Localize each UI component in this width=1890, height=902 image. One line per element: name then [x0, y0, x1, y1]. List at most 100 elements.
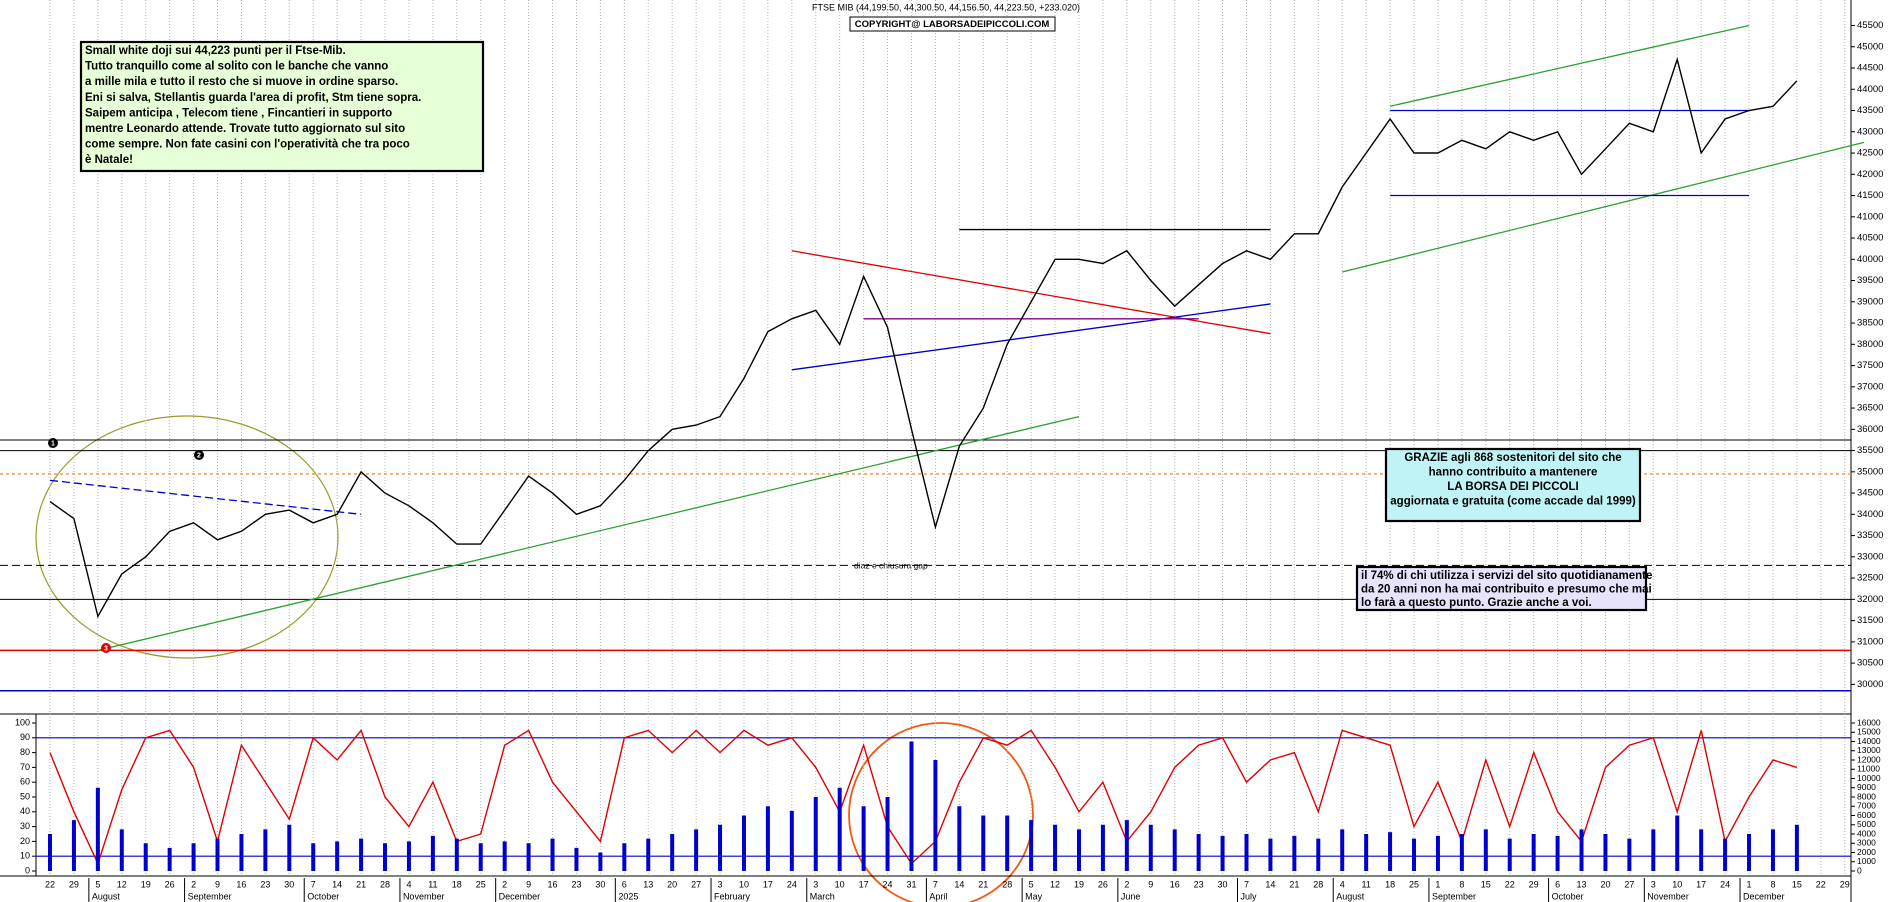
box-bg [1355, 565, 1648, 612]
volume-bar [1579, 829, 1584, 871]
y-tick-label: 42500 [1857, 148, 1883, 159]
y2-tick-label: 5000 [1857, 819, 1876, 829]
month-label: May [1025, 891, 1043, 901]
y-tick-label: 30500 [1857, 658, 1883, 669]
box-line: da 20 anni non ha mai contribuito e pres… [1361, 584, 1652, 596]
volume-bar [718, 824, 723, 871]
x-tick-label: 17 [1696, 879, 1706, 889]
x-tick-label: 20 [667, 879, 677, 889]
annotation-ellipse [35, 415, 339, 659]
y2-tick-label: 11000 [1857, 764, 1880, 774]
volume-bar [574, 847, 579, 871]
volume-bar [1603, 834, 1608, 871]
trendline [791, 250, 1271, 335]
y-tick-label: 44000 [1857, 84, 1883, 95]
x-tick-label: 28 [1313, 879, 1323, 889]
trendline [1389, 24, 1750, 107]
box-line: GRAZIE agli 868 sostenitori del sito che [1404, 452, 1621, 464]
marker [101, 643, 111, 653]
box-line: è Natale! [85, 154, 133, 166]
volume-bar [143, 843, 148, 871]
month-label: November [403, 891, 445, 901]
volume-bar [1435, 835, 1440, 871]
box-line: come sempre. Non fate casini con l'opera… [85, 139, 410, 151]
x-tick-label: 7 [933, 879, 938, 889]
y-tick-label: 34500 [1857, 488, 1883, 499]
box-line: a mille mila e tutto il resto che si muo… [85, 76, 398, 88]
trendline [1342, 141, 1865, 273]
volume-bar [670, 834, 675, 871]
x-tick-label: 21 [1289, 879, 1299, 889]
y-tick-label: 32000 [1857, 594, 1883, 605]
gap-label: diaz e chiusura gap [854, 560, 928, 570]
y-tick-label: 38500 [1857, 318, 1883, 329]
marker-label: 3 [104, 645, 108, 652]
box-bg [1384, 447, 1642, 523]
x-tick-label: 28 [1002, 879, 1012, 889]
month-label: September [1432, 891, 1476, 901]
x-tick-label: 24 [787, 879, 797, 889]
x-tick-label: 14 [332, 879, 342, 889]
x-tick-label: 1 [1435, 879, 1440, 889]
x-tick-label: 19 [141, 879, 151, 889]
x-tick-label: 23 [260, 879, 270, 889]
volume-bar [1005, 815, 1010, 871]
month-label: August [92, 891, 121, 901]
text-box: il 74% di chi utilizza i servizi del sit… [1355, 565, 1652, 612]
x-tick-label: 29 [69, 879, 79, 889]
volume-bar [1029, 820, 1034, 871]
x-tick-label: 22 [45, 879, 55, 889]
volume-bar [335, 841, 340, 871]
volume-bar [1148, 824, 1153, 871]
volume-bar [1340, 829, 1345, 871]
volume-bar [383, 843, 388, 871]
volume-bar [287, 824, 292, 871]
volume-bar [359, 838, 364, 871]
volume-bar [1053, 824, 1058, 871]
volume-bar [1723, 838, 1728, 871]
x-tick-label: 6 [622, 879, 627, 889]
month-label: December [499, 891, 541, 901]
y2-tick-label: 16000 [1857, 717, 1881, 727]
y-tick-label: 42000 [1857, 169, 1883, 180]
volume-bar [550, 838, 555, 871]
volume-bar [1268, 838, 1273, 871]
y-tick-label: 40000 [1857, 254, 1883, 265]
y-tick-label: 37000 [1857, 381, 1883, 392]
month-label: November [1647, 891, 1689, 901]
volume-bar [861, 806, 866, 871]
x-tick-label: 23 [1194, 879, 1204, 889]
volume-bar [191, 843, 196, 871]
volume-bar [1388, 832, 1393, 871]
volume-bar [1196, 834, 1201, 871]
volume-bar [1531, 834, 1536, 871]
x-tick-label: 22 [1816, 879, 1826, 889]
y-tick-label: 33500 [1857, 530, 1883, 541]
volume-bar [694, 829, 699, 871]
y-tick-label: 44500 [1857, 63, 1883, 74]
y-tick-label: 43000 [1857, 126, 1883, 137]
volume-bar [1483, 829, 1488, 871]
x-tick-label: 25 [476, 879, 486, 889]
volume-bar [1076, 829, 1081, 871]
marker [194, 450, 204, 460]
volume-bar [1627, 838, 1632, 871]
trendline [97, 415, 1080, 651]
box-line: Eni si salva, Stellantis guarda l'area d… [85, 92, 421, 104]
chart-title: FTSE MIB (44,199.50, 44,300.50, 44,156.5… [812, 2, 1080, 12]
y2-tick-label: 7000 [1857, 801, 1876, 811]
text-box: Small white doji sui 44,223 punti per il… [79, 40, 485, 173]
volume-bar [1172, 829, 1177, 871]
x-tick-label: 22 [1505, 879, 1515, 889]
y-tick-label: 32500 [1857, 573, 1883, 584]
y-tick-label: 30000 [1857, 679, 1883, 690]
x-tick-label: 30 [284, 879, 294, 889]
series-line [49, 728, 1798, 866]
y2-tick-label: 4000 [1857, 828, 1876, 838]
y-tick-label: 39500 [1857, 275, 1883, 286]
volume-bar [981, 815, 986, 871]
x-tick-label: 15 [1481, 879, 1491, 889]
x-tick-label: 16 [236, 879, 246, 889]
copyright: COPYRIGHT@ LABORSADEIPICCOLI.COM [855, 19, 1050, 30]
volume-bar [1507, 838, 1512, 871]
